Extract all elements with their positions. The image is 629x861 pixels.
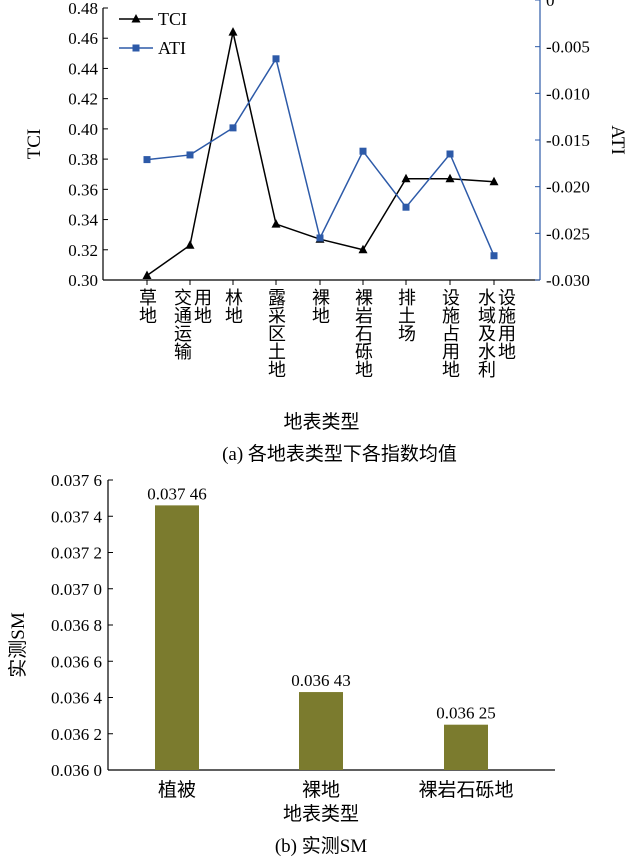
x-tick-label: 裸地 <box>310 288 330 324</box>
bar-data-label: 0.036 43 <box>291 671 351 690</box>
ati-point <box>402 203 410 211</box>
y2-tick-label: 0 <box>546 0 555 10</box>
ati-point <box>272 55 280 63</box>
legend: TCI ATI <box>119 9 187 58</box>
y2-tick-label: -0.005 <box>546 38 590 57</box>
y2-tick-label: -0.010 <box>546 84 590 103</box>
x-tick-label: 设施用地 <box>496 288 516 360</box>
legend-marker <box>132 44 140 52</box>
x-tick-label: 用地 <box>192 288 212 324</box>
y-tick-label: 0.037 2 <box>51 544 102 563</box>
y-tick-label: 0.46 <box>68 29 98 48</box>
y2-tick-label: -0.030 <box>546 271 590 290</box>
x-tick-label: 裸岩石砾地 <box>353 288 373 378</box>
x-tick-label: 草地 <box>137 288 157 324</box>
x-tick-label: 裸地 <box>302 779 340 801</box>
ati-point <box>490 252 498 260</box>
y-tick-label: 0.34 <box>68 211 98 230</box>
ati-point <box>186 151 194 159</box>
legend-label-tci: TCI <box>158 9 187 29</box>
legend-label-ati: ATI <box>158 38 186 58</box>
x-axis-title: 地表类型 <box>283 411 359 433</box>
y-tick-label: 0.40 <box>68 120 98 139</box>
y-tick-label: 0.30 <box>68 271 98 290</box>
bar-data-label: 0.037 46 <box>147 484 207 503</box>
x-tick-label: 水域及水利 <box>476 288 496 378</box>
y-tick-label: 0.38 <box>68 150 98 169</box>
y2-axis-title: ATI <box>607 125 628 155</box>
chart-a-line: 0.30 0.32 0.34 0.36 0.38 0.40 0.42 0.44 0.46 0.48… <box>24 0 628 465</box>
y2-tick-label: -0.025 <box>546 224 590 243</box>
x-tick-label: 林地 <box>223 288 243 324</box>
x-tick-label: 设施占用地 <box>440 288 460 378</box>
x-axis-title: 地表类型 <box>283 803 359 825</box>
ati-point <box>316 234 324 242</box>
tci-point <box>142 270 152 279</box>
series-line-ati <box>146 56 495 257</box>
ati-point <box>229 124 237 132</box>
y-tick-label: 0.32 <box>68 241 98 260</box>
bar <box>444 724 488 770</box>
bar <box>299 692 343 770</box>
y-tick-label: 0.037 4 <box>51 507 103 526</box>
tci-point <box>271 219 281 228</box>
y2-tick-label: -0.020 <box>546 178 590 197</box>
x-tick-label: 交通运输 <box>172 288 192 361</box>
y-tick-label: 0.037 6 <box>51 471 102 490</box>
tci-point <box>445 173 455 183</box>
ati-point <box>446 150 454 158</box>
ati-point <box>143 156 151 164</box>
bar <box>155 505 199 770</box>
x-tick-label: 裸岩石砾地 <box>418 779 513 801</box>
y-axis-title: TCI <box>24 129 45 160</box>
chart-b-bar: 0.036 0 0.036 2 0.036 4 0.036 6 0.036 8 0.037… <box>7 471 555 857</box>
y-tick-label: 0.036 4 <box>51 689 103 708</box>
y-tick-label: 0.036 0 <box>51 761 102 780</box>
x-tick-label: 排土场 <box>396 288 416 342</box>
tci-point <box>358 244 368 254</box>
y-tick-label: 0.42 <box>68 90 98 109</box>
chart-b-caption: (b) 实测SM <box>275 835 367 857</box>
bar-data-label: 0.036 25 <box>436 704 496 723</box>
y-tick-label: 0.037 0 <box>51 580 102 599</box>
tci-point <box>489 176 499 186</box>
x-tick-label: 露采区土地 <box>266 288 286 378</box>
y-tick-label: 0.036 8 <box>51 616 102 635</box>
chart-a-caption: (a) 各地表类型下各指数均值 <box>222 443 457 465</box>
tci-point <box>228 27 238 36</box>
tci-point <box>185 240 195 249</box>
tci-point <box>401 173 411 183</box>
legend-marker <box>131 14 141 23</box>
y-tick-label: 0.44 <box>68 59 98 78</box>
y-tick-label: 0.036 2 <box>51 725 102 744</box>
y-tick-label: 0.36 <box>68 180 98 199</box>
x-tick-label: 植被 <box>158 779 196 801</box>
y2-tick-label: -0.015 <box>546 131 590 150</box>
y-tick-label: 0.036 6 <box>51 652 102 671</box>
y-axis-title: 实测SM <box>7 612 29 678</box>
ati-point <box>359 147 367 155</box>
y-tick-label: 0.48 <box>68 0 98 18</box>
